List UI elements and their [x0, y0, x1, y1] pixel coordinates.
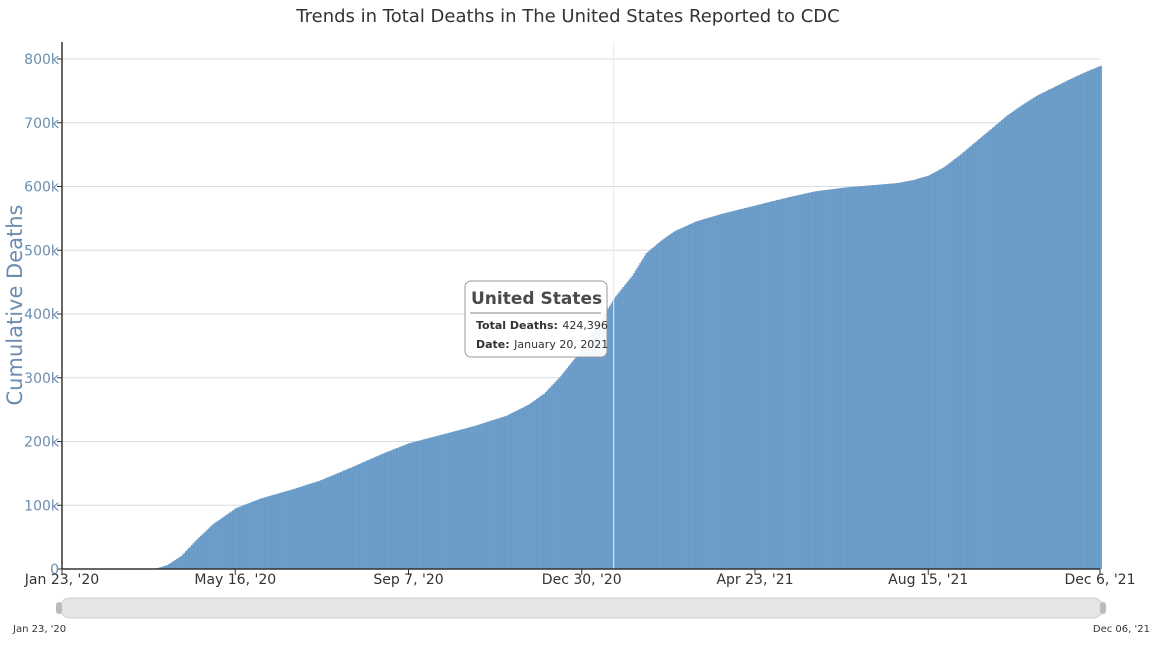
x-tick-label: Dec 30, '20 [542, 572, 622, 588]
tooltip-title: United States [471, 289, 602, 309]
y-tick-label: 800k [24, 52, 60, 68]
y-tick-label: 700k [24, 116, 60, 132]
x-tick-label: Jan 23, '20 [24, 572, 99, 588]
y-tick-label: 400k [24, 307, 60, 323]
y-tick-label: 100k [24, 498, 60, 514]
tooltip-row-deaths: Total Deaths: 424,396 [476, 316, 608, 333]
x-ticks: Jan 23, '20 May 16, '20 Sep 7, '20 Dec 30, … [24, 569, 1136, 588]
tooltip-row-date: Date: January 20, 2021 [476, 335, 608, 352]
tooltip-value-date: January 20, 2021 [513, 338, 608, 351]
tooltip-value-deaths: 424,396 [562, 319, 608, 332]
y-tick-label: 500k [24, 243, 60, 259]
range-end-label: Dec 06, '21 [1093, 624, 1150, 635]
x-tick-label: May 16, '20 [194, 572, 276, 588]
tooltip: United States Total Deaths: 424,396 Date… [464, 280, 608, 358]
tooltip-box [464, 280, 608, 358]
x-tick-label: Apr 23, '21 [716, 572, 793, 588]
range-start-label: Jan 23, '20 [12, 624, 66, 635]
x-tick-label: Aug 15, '21 [888, 572, 968, 588]
y-tick-label: 300k [24, 371, 60, 387]
data-bars[interactable] [122, 65, 1102, 570]
x-tick-label: Dec 6, '21 [1064, 572, 1135, 588]
y-axis-label: Cumulative Deaths [3, 205, 27, 406]
y-tick-label: 0 [50, 562, 59, 578]
bar[interactable] [1099, 65, 1102, 570]
range-handle-right[interactable] [1100, 602, 1106, 614]
range-handle-left[interactable] [56, 602, 62, 614]
tooltip-key-date: Date: [476, 338, 510, 351]
x-tick-label: Sep 7, '20 [373, 572, 443, 588]
range-track[interactable] [59, 597, 1104, 619]
y-tick-label: 600k [24, 180, 60, 196]
range-selector[interactable]: Jan 23, '20 Dec 06, '21 [12, 597, 1150, 635]
y-ticks: 0 100k 200k 300k 400k 500k 600k 700k 800k [24, 52, 62, 578]
tooltip-key-deaths: Total Deaths: [476, 319, 558, 332]
y-tick-label: 200k [24, 435, 60, 451]
chart-title: Trends in Total Deaths in The United Sta… [295, 6, 839, 27]
